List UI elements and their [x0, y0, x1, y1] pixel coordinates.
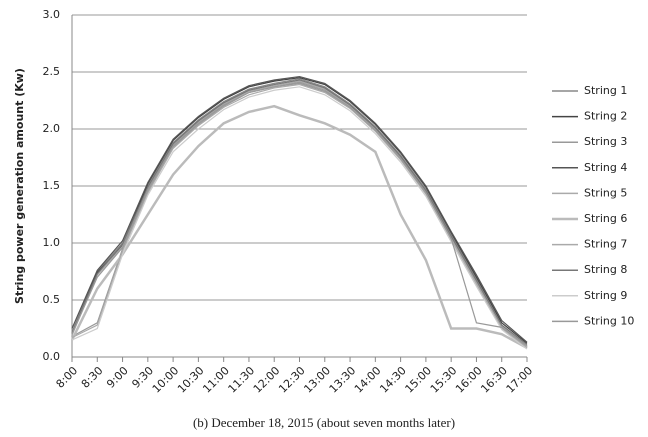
x-tick-label: 14:00: [352, 364, 384, 396]
legend-label: String 8: [584, 263, 627, 276]
x-tick-label: 15:00: [403, 364, 435, 396]
x-tick-label: 16:30: [478, 364, 510, 396]
legend-label: String 4: [584, 161, 627, 174]
x-tick-label: 13:30: [327, 364, 359, 396]
series-line: [71, 83, 528, 349]
x-tick-label: 12:30: [276, 364, 308, 396]
legend-label: String 2: [584, 110, 627, 123]
x-tick-label: 12:00: [251, 364, 283, 396]
x-tick-label: 17:00: [504, 364, 536, 396]
y-tick-label: 1.0: [43, 236, 61, 249]
x-tick-label: 13:00: [301, 364, 333, 396]
legend-label: String 10: [584, 314, 634, 327]
y-tick-label: 2.0: [43, 122, 61, 135]
legend-label: String 1: [584, 84, 627, 97]
y-tick-label: 3.0: [43, 8, 61, 21]
x-tick-label: 9:00: [104, 364, 131, 391]
series-line: [70, 104, 528, 349]
y-tick-label: 1.5: [43, 179, 61, 192]
caption: (b) December 18, 2015 (about seven month…: [193, 415, 455, 430]
series-line: [71, 86, 528, 350]
x-tick-label: 15:30: [428, 364, 460, 396]
series-line: [71, 81, 528, 347]
series-line: [71, 75, 528, 343]
x-tick-label: 11:30: [226, 364, 258, 396]
series-line: [71, 79, 528, 345]
y-tick-label: 0.5: [43, 293, 61, 306]
x-tick-label: 14:30: [377, 364, 409, 396]
x-tick-label: 11:00: [200, 364, 232, 396]
y-tick-label: 0.0: [43, 350, 61, 363]
x-tick-label: 16:00: [453, 364, 485, 396]
legend-label: String 6: [584, 212, 627, 225]
x-tick-label: 10:30: [175, 364, 207, 396]
legend-label: String 9: [584, 289, 627, 302]
legend-label: String 5: [584, 186, 627, 199]
x-tick-label: 10:00: [150, 364, 182, 396]
y-tick-label: 2.5: [43, 65, 61, 78]
legend-label: String 3: [584, 135, 627, 148]
x-tick-label: 8:30: [79, 364, 106, 391]
series-line: [71, 82, 528, 348]
y-axis-label: String power generation amount (Kw): [13, 68, 26, 304]
legend-label: String 7: [584, 238, 627, 251]
x-tick-label: 8:00: [54, 364, 81, 391]
